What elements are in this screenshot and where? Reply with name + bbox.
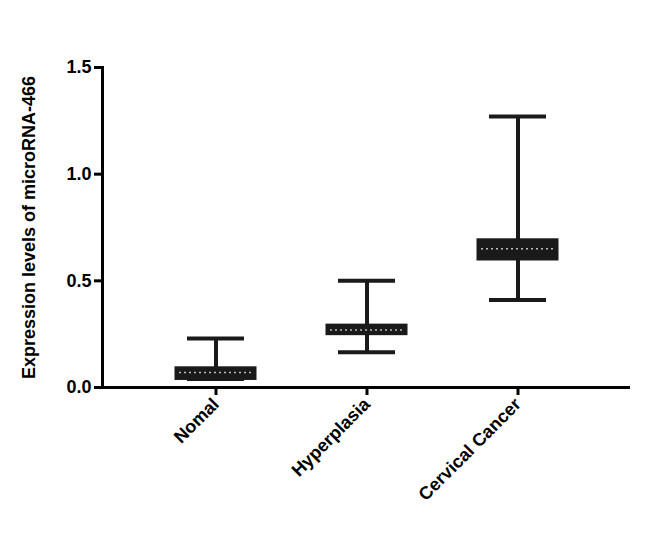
svg-text:Nomal: Nomal <box>170 394 223 447</box>
svg-text:Expression levels of microRNA-: Expression levels of microRNA-466 <box>19 76 39 379</box>
svg-text:0.5: 0.5 <box>66 271 91 291</box>
svg-text:1.0: 1.0 <box>66 164 91 184</box>
svg-text:Hyperplasia: Hyperplasia <box>288 393 375 480</box>
svg-text:1.5: 1.5 <box>66 57 91 77</box>
svg-text:Cervical Cancer: Cervical Cancer <box>415 394 525 504</box>
svg-text:0.0: 0.0 <box>66 377 91 397</box>
